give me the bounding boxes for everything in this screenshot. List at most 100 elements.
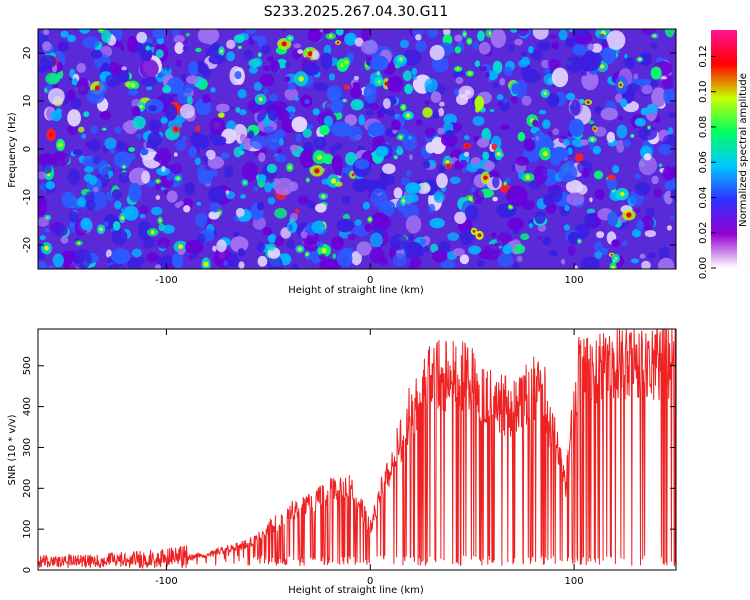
spectrogram-cell [611, 239, 620, 248]
spectrogram-cell [415, 119, 423, 126]
spectrogram-cell [606, 176, 617, 191]
spectrogram-cell [318, 253, 327, 260]
spectrogram-cell [267, 234, 277, 243]
spectrogram-cell [506, 185, 528, 208]
snr-frame [37, 328, 677, 571]
spectrogram-cell [472, 116, 485, 126]
spectrogram-cell [542, 134, 552, 148]
spectrogram-cell [352, 81, 361, 88]
spectrogram-cell [237, 248, 246, 257]
spectrogram-cell [561, 258, 566, 265]
spectrogram-cell [76, 197, 86, 208]
spectrogram-cell [344, 114, 357, 126]
spectrogram-cell [482, 160, 495, 171]
spectrogram-cell [404, 194, 414, 204]
spectrogram-cell [47, 265, 55, 269]
colorbar-ticks: 0.00 0.02 0.04 0.06 0.08 0.10 0.12 [698, 45, 716, 279]
spectrogram-ylabel: Frequency (Hz) [7, 112, 18, 188]
spectrogram-peak [58, 142, 63, 148]
spectrogram-cell [118, 70, 130, 83]
spectrogram-cell [142, 237, 155, 249]
spectrogram-cell [643, 153, 652, 161]
spectrogram-cell [261, 44, 271, 55]
spectrogram-cell [312, 108, 320, 116]
spectrogram-cell [107, 263, 125, 269]
spectrogram-cell [76, 77, 89, 95]
spectrogram-cell [351, 251, 362, 266]
spectrogram-cell [163, 189, 168, 195]
spectrogram-cell [558, 29, 568, 41]
spectrogram-cell [307, 29, 322, 43]
spectrogram-cell [568, 118, 585, 137]
spectrogram-cell [438, 165, 446, 173]
spectrogram-cell [574, 265, 578, 269]
spectrogram-cell [209, 117, 225, 135]
spectrogram-cell [546, 93, 560, 108]
spectrogram-cell [367, 122, 386, 137]
spectrogram-cell [405, 182, 421, 194]
spectrogram-cell [196, 201, 202, 206]
spectrogram-cell [188, 146, 198, 158]
spectrogram-cell [233, 231, 240, 239]
spectrogram-cell [266, 163, 277, 174]
spectrogram-cell [111, 228, 128, 245]
spectrogram-cell [87, 139, 101, 152]
spectrogram-peak [543, 91, 547, 96]
spectrogram-cell [534, 210, 546, 224]
spectrogram-cell [164, 67, 172, 76]
spectrogram-cell [389, 234, 408, 251]
spectrogram-peak [258, 53, 261, 56]
spectrogram-cell [241, 161, 259, 182]
spectrogram-cell [402, 133, 417, 151]
spectrogram-cell [580, 60, 590, 71]
spectrogram-cell [411, 67, 418, 76]
spectrogram-cell [262, 117, 271, 126]
spectrogram-cell [285, 61, 290, 68]
spectrogram-cell [594, 105, 603, 114]
spectrogram-cell [212, 245, 217, 252]
spectrogram-cell [667, 111, 676, 119]
spectrogram-cell [112, 221, 121, 231]
spectrogram-cell [323, 44, 332, 56]
spectrogram-cell [155, 49, 164, 59]
spectrogram-ytick-label: -20 [22, 237, 33, 253]
spectrogram-cell [68, 211, 79, 223]
spectrogram-cell [503, 66, 513, 76]
spectrogram-cell [634, 182, 650, 196]
spectrogram-cell [291, 116, 308, 133]
spectrogram-cell [263, 65, 271, 71]
spectrogram-cell [40, 55, 57, 69]
spectrogram-cell [650, 66, 662, 80]
spectrogram-peak [203, 261, 209, 267]
spectrogram-cell [516, 255, 523, 262]
spectrogram-cell [320, 52, 333, 70]
spectrogram-cell [408, 233, 414, 241]
snr-xlabel: Height of straight line (km) [288, 585, 424, 596]
spectrogram-ytick-label: 10 [22, 95, 33, 108]
spectrogram-cell [510, 166, 516, 172]
spectrogram-cell [175, 59, 182, 67]
spectrogram-cell [256, 202, 265, 211]
spectrogram-cell [601, 46, 617, 65]
spectrogram-cell [235, 107, 241, 113]
spectrogram-cell [124, 80, 131, 87]
spectrogram-cell [256, 35, 267, 48]
spectrogram-cell [194, 125, 201, 132]
spectrogram-cell [58, 43, 65, 47]
spectrogram-peak [626, 212, 632, 218]
spectrogram-cell [233, 146, 242, 158]
spectrogram-cell [179, 103, 195, 119]
spectrogram-cell [647, 252, 656, 259]
spectrogram-cell [664, 29, 675, 38]
spectrogram-cell [511, 96, 518, 104]
spectrogram-cell [306, 255, 312, 261]
spectrogram-cell [569, 29, 573, 33]
spectrogram-cell [617, 115, 624, 121]
spectrogram-peak [620, 191, 625, 197]
spectrogram-cell [545, 67, 551, 75]
spectrogram-ytick-label: 20 [22, 47, 33, 60]
spectrogram-peak [156, 179, 160, 183]
spectrogram-cell [532, 29, 549, 40]
spectrogram-cell [636, 220, 644, 231]
spectrogram-cell [216, 239, 227, 253]
